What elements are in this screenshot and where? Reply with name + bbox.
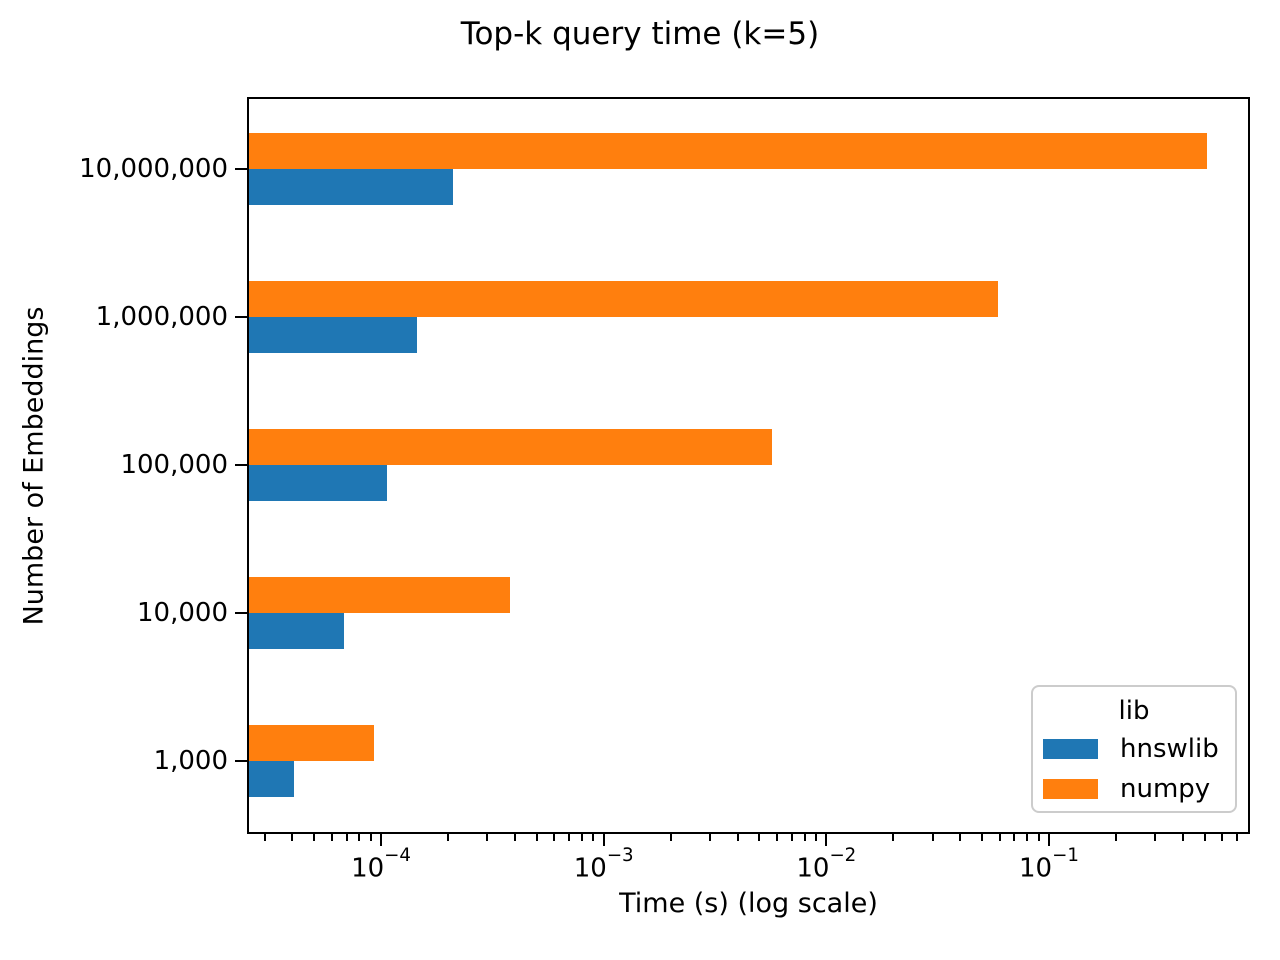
y-tick-label-10,000: 10,000 [137,598,228,628]
bar-hnswlib-10,000 [249,613,344,649]
bar-numpy-100,000 [249,429,772,465]
legend-label-hnswlib: hnswlib [1120,734,1219,764]
x-minor-tick [553,834,556,841]
x-minor-tick [535,834,538,841]
y-tick-label-1,000,000: 1,000,000 [95,302,228,332]
x-minor-tick [892,834,895,841]
legend-box: lib hnswlib numpy [1031,685,1237,813]
legend-entry-numpy: numpy [1043,769,1225,809]
x-minor-tick [815,834,818,841]
x-minor-tick [1181,834,1184,841]
x-minor-tick [1154,834,1157,841]
x-minor-tick [514,834,517,841]
x-minor-tick [1221,834,1224,841]
x-minor-tick [1114,834,1117,841]
x-minor-tick [592,834,595,841]
x-minor-tick [345,834,348,841]
x-tick-label: 10−1 [1018,844,1079,884]
x-minor-tick [803,834,806,841]
plot-area [247,97,1250,834]
legend-title: lib [1118,696,1150,726]
bar-hnswlib-100,000 [249,465,387,501]
x-minor-tick [790,834,793,841]
x-minor-tick [998,834,1001,841]
y-tick [235,612,247,614]
bar-numpy-10,000 [249,577,510,613]
x-minor-tick [291,834,294,841]
x-minor-tick [486,834,489,841]
bar-numpy-1,000,000 [249,281,998,317]
y-tick [235,760,247,762]
x-minor-tick [775,834,778,841]
x-tick-label: 10−2 [796,844,857,884]
x-major-tick [1047,834,1050,846]
bar-hnswlib-1,000,000 [249,317,417,353]
legend-swatch-numpy [1043,779,1098,799]
x-minor-tick [980,834,983,841]
x-minor-tick [1013,834,1016,841]
x-minor-tick [669,834,672,841]
y-tick-label-10,000,000: 10,000,000 [79,154,228,184]
x-tick-label: 10−4 [351,844,411,884]
x-minor-tick [931,834,934,841]
x-minor-tick [581,834,584,841]
bar-hnswlib-1,000 [249,761,294,797]
x-minor-tick [1236,834,1239,841]
x-major-tick [380,834,383,846]
x-minor-tick [758,834,761,841]
y-axis-label: Number of Embeddings [18,306,50,626]
x-minor-tick [369,834,372,841]
x-tick-label: 10−3 [573,844,634,884]
bar-hnswlib-10,000,000 [249,169,453,205]
y-tick [235,464,247,466]
x-minor-tick [1026,834,1029,841]
x-minor-tick [330,834,333,841]
x-minor-tick [263,834,266,841]
legend-entry-hnswlib: hnswlib [1043,729,1225,769]
x-minor-tick [568,834,571,841]
x-axis-label: Time (s) (log scale) [619,888,878,919]
x-minor-tick [1203,834,1206,841]
chart-title: Top-k query time (k=5) [460,16,820,52]
x-minor-tick [358,834,361,841]
y-tick-label-100,000: 100,000 [120,450,228,480]
y-tick-label-1,000: 1,000 [153,746,228,776]
y-tick [235,316,247,318]
x-minor-tick [1037,834,1040,841]
bar-numpy-1,000 [249,725,374,761]
bar-numpy-10,000,000 [249,133,1207,169]
x-major-tick [602,834,605,846]
x-major-tick [825,834,828,846]
legend-label-numpy: numpy [1120,774,1211,804]
x-minor-tick [708,834,711,841]
x-minor-tick [447,834,450,841]
y-tick [235,168,247,170]
legend-entries: hnswlib numpy [1043,729,1225,809]
x-minor-tick [959,834,962,841]
x-minor-tick [736,834,739,841]
x-minor-tick [313,834,316,841]
legend-swatch-hnswlib [1043,739,1098,759]
